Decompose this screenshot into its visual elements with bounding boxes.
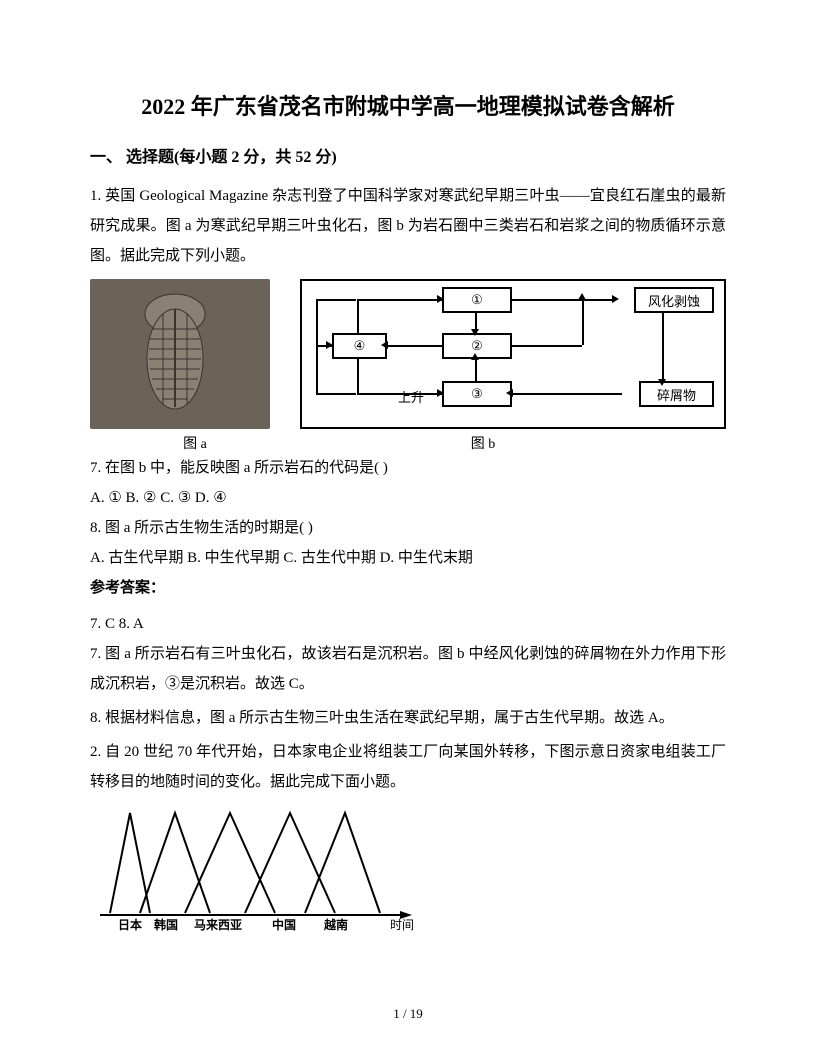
arrowhead-icon bbox=[471, 353, 479, 360]
arrowhead-icon bbox=[381, 341, 388, 349]
page-title: 2022 年广东省茂名市附城中学高一地理模拟试卷含解析 bbox=[90, 90, 726, 123]
question-2-intro: 2. 自 20 世纪 70 年代开始，日本家电企业将组装工厂向某国外转移，下图示… bbox=[90, 737, 726, 797]
arrow-line bbox=[387, 393, 442, 395]
page-footer: 1 / 19 bbox=[0, 1006, 816, 1022]
arrow-line bbox=[662, 313, 664, 381]
arrow-line bbox=[357, 299, 359, 333]
arrowhead-icon bbox=[471, 329, 479, 336]
label-china: 中国 bbox=[272, 917, 296, 932]
node-debris: 碎屑物 bbox=[639, 381, 714, 407]
question-7-options: A. ① B. ② C. ③ D. ④ bbox=[90, 483, 726, 513]
node-3: ③ bbox=[442, 381, 512, 407]
arrow-line bbox=[387, 345, 442, 347]
rock-cycle-diagram: ① ② ③ ④ 风化剥蚀 碎屑物 上升 bbox=[300, 279, 726, 429]
arrow-line bbox=[512, 393, 622, 395]
explanation-7: 7. 图 a 所示岩石有三叶虫化石，故该岩石是沉积岩。图 b 中经风化剥蚀的碎屑… bbox=[90, 639, 726, 699]
figure-row: ① ② ③ ④ 风化剥蚀 碎屑物 上升 bbox=[90, 279, 726, 429]
zigzag-chart: 日本 韩国 马来西亚 中国 越南 时间 bbox=[90, 803, 430, 933]
node-weathering: 风化剥蚀 bbox=[634, 287, 714, 313]
node-4: ④ bbox=[332, 333, 387, 359]
question-8: 8. 图 a 所示古生物生活的时期是( ) bbox=[90, 513, 726, 543]
arrowhead-icon bbox=[506, 389, 513, 397]
caption-a: 图 a bbox=[90, 433, 300, 453]
arrowhead-icon bbox=[437, 389, 444, 397]
answer-heading: 参考答案： bbox=[90, 573, 726, 603]
label-japan: 日本 bbox=[118, 917, 142, 932]
arrow-line bbox=[475, 359, 477, 381]
arrowhead-icon bbox=[437, 295, 444, 303]
caption-row: 图 a 图 b bbox=[90, 433, 726, 453]
label-time: 时间 bbox=[390, 918, 414, 932]
arrow-line bbox=[316, 345, 332, 347]
answers: 7. C 8. A bbox=[90, 609, 726, 639]
arrowhead-icon bbox=[658, 379, 666, 386]
node-1: ① bbox=[442, 287, 512, 313]
arrow-line bbox=[357, 393, 387, 395]
question-7: 7. 在图 b 中，能反映图 a 所示岩石的代码是( ) bbox=[90, 453, 726, 483]
figure-a bbox=[90, 279, 270, 429]
arrow-line bbox=[316, 299, 356, 301]
arrowhead-icon bbox=[612, 295, 619, 303]
arrowhead-icon bbox=[578, 293, 586, 300]
label-korea: 韩国 bbox=[154, 917, 178, 932]
explanation-8: 8. 根据材料信息，图 a 所示古生物三叶虫生活在寒武纪早期，属于古生代早期。故… bbox=[90, 703, 726, 733]
label-vietnam: 越南 bbox=[323, 917, 348, 932]
arrow-line bbox=[316, 393, 356, 395]
caption-b: 图 b bbox=[300, 433, 726, 453]
question-1-intro: 1. 英国 Geological Magazine 杂志刊登了中国科学家对寒武纪… bbox=[90, 181, 726, 271]
zigzag-svg: 日本 韩国 马来西亚 中国 越南 时间 bbox=[90, 803, 430, 933]
arrow-line bbox=[512, 299, 612, 301]
arrow-line bbox=[357, 299, 387, 301]
arrow-line bbox=[387, 299, 442, 301]
uplift-label: 上升 bbox=[398, 387, 424, 406]
figure-b: ① ② ③ ④ 风化剥蚀 碎屑物 上升 bbox=[300, 279, 726, 429]
section-heading: 一、 选择题(每小题 2 分，共 52 分) bbox=[90, 143, 726, 167]
arrow-line bbox=[512, 345, 582, 347]
fossil-image bbox=[90, 279, 270, 429]
arrow-line bbox=[357, 359, 359, 393]
trilobite-icon bbox=[130, 289, 220, 419]
arrow-line bbox=[582, 299, 584, 345]
question-8-options: A. 古生代早期 B. 中生代早期 C. 古生代中期 D. 中生代末期 bbox=[90, 543, 726, 573]
label-malaysia: 马来西亚 bbox=[194, 917, 242, 932]
